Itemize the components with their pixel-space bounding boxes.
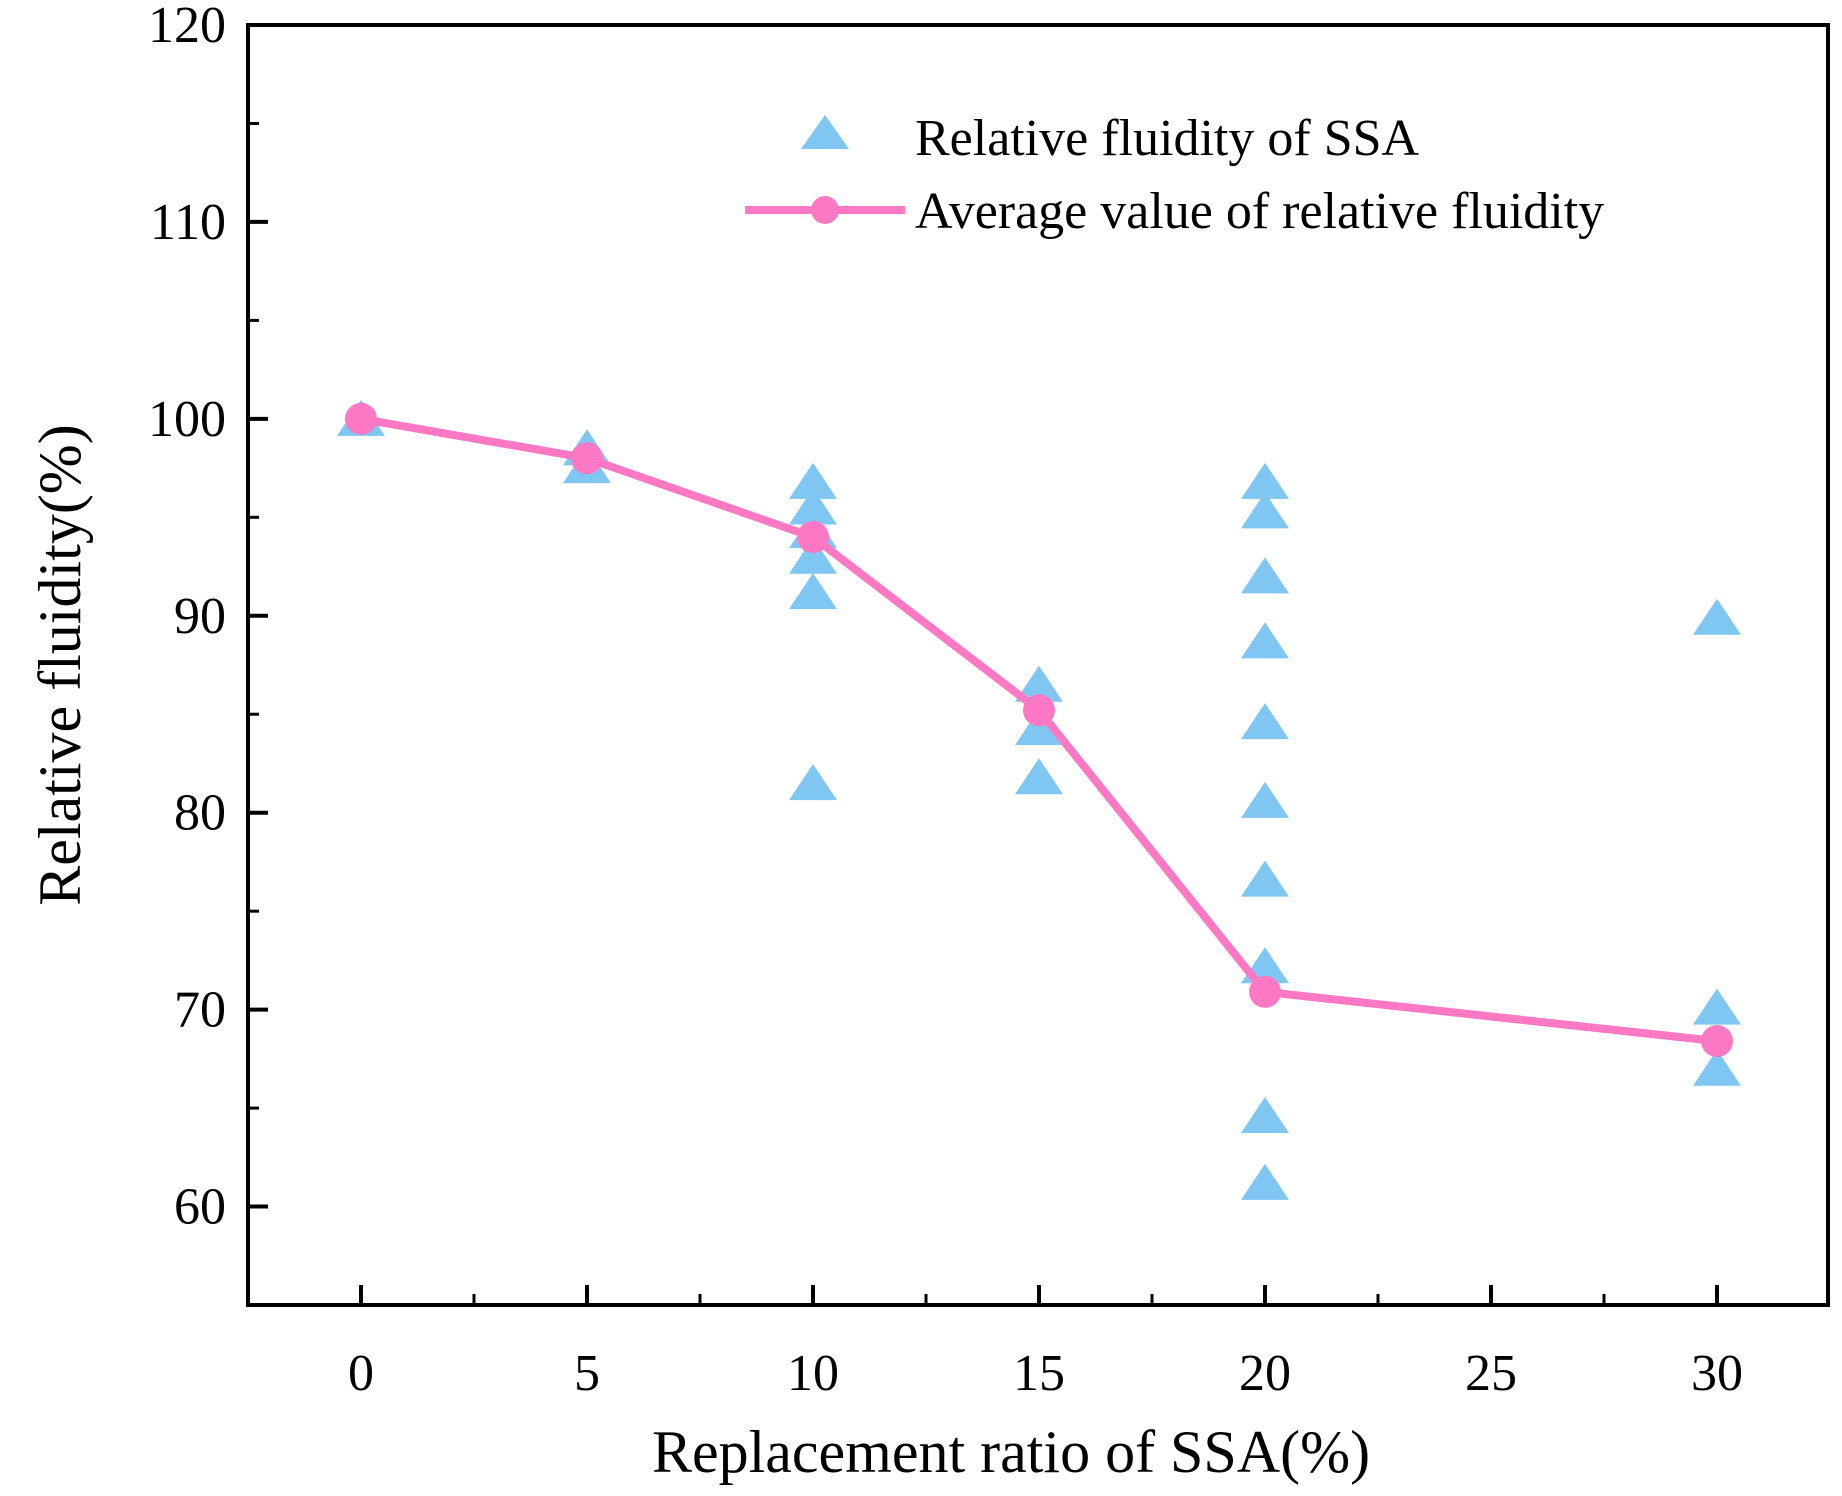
average-point <box>1023 694 1055 727</box>
legend: Relative fluidity of SSA Average value o… <box>745 110 1604 240</box>
legend-circle-marker <box>811 196 839 224</box>
scatter-triangle-point <box>789 573 837 610</box>
legend-triangle-marker <box>801 115 849 149</box>
y-tick-label: 80 <box>174 785 226 842</box>
x-tick-label: 30 <box>1691 1345 1743 1402</box>
scatter-triangle-point <box>1693 598 1741 635</box>
scatter-triangle-point <box>1015 709 1063 746</box>
scatter-triangle-point <box>1241 492 1289 529</box>
average-point <box>797 521 829 553</box>
y-tick-label: 70 <box>174 982 226 1039</box>
x-tick-label: 25 <box>1465 1345 1517 1402</box>
scatter-triangle-point <box>789 462 837 499</box>
scatter-triangle-point <box>1241 622 1289 659</box>
x-tick-label: 20 <box>1239 1345 1291 1402</box>
tick-labels: 60 70 80 90 100 110 120 0 5 10 15 20 25 30 <box>148 0 1743 1402</box>
x-tick-label: 10 <box>787 1345 839 1402</box>
average-point <box>345 402 377 435</box>
average-line <box>360 414 1718 1046</box>
scatter-triangle-point <box>1015 665 1063 702</box>
y-tick-label: 60 <box>174 1179 226 1236</box>
scatter-triangle-point <box>1241 781 1289 818</box>
scatter-triangle-point <box>1241 462 1289 499</box>
data-marks <box>337 399 1741 1200</box>
scatter-triangle-point <box>789 764 837 801</box>
scatter-triangle-point <box>1015 758 1063 795</box>
legend-label-average-value: Average value of relative fluidity <box>915 183 1604 240</box>
scatter-triangle-point <box>789 537 837 574</box>
x-tick-label: 0 <box>348 1345 374 1402</box>
x-tick-label: 15 <box>1013 1345 1065 1402</box>
scatter-triangle-point <box>1241 1163 1289 1200</box>
scatter-triangle-point <box>789 488 837 525</box>
scatter-triangle-point <box>1241 557 1289 594</box>
x-axis-title: Replacement ratio of SSA(%) <box>652 1419 1370 1485</box>
legend-label-relative-fluidity: Relative fluidity of SSA <box>915 110 1420 167</box>
scatter-triangle-point <box>1241 1096 1289 1133</box>
average-point <box>1701 1025 1733 1058</box>
scatter-triangle-point <box>1693 1049 1741 1086</box>
y-tick-label: 120 <box>148 0 226 54</box>
scatter-triangle-point <box>1693 988 1741 1025</box>
scatter-triangle-point <box>1241 860 1289 897</box>
y-axis-title: Relative fluidity(%) <box>27 424 93 906</box>
y-tick-label: 100 <box>148 391 226 448</box>
y-tick-label: 90 <box>174 588 226 645</box>
x-tick-label: 5 <box>574 1345 600 1402</box>
y-tick-label: 110 <box>150 194 226 251</box>
axis-ticks <box>248 23 1719 1305</box>
scatter-triangle-point <box>1241 703 1289 740</box>
average-point <box>1249 975 1281 1008</box>
average-point <box>571 442 603 475</box>
